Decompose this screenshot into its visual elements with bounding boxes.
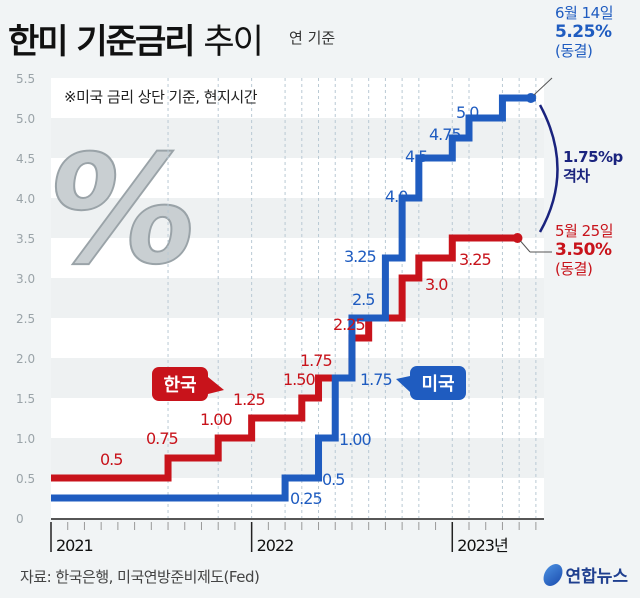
y-tick-label: 3.0 bbox=[16, 272, 35, 286]
y-tick-label: 5.0 bbox=[16, 112, 35, 126]
us-data-label: 0.25 bbox=[290, 489, 322, 508]
y-tick-label: 3.5 bbox=[16, 232, 35, 246]
grid-band bbox=[51, 198, 544, 238]
x-tick-label: 2023년 bbox=[457, 536, 508, 555]
us-annotation: 6월 14일 5.25% (동결) bbox=[555, 4, 614, 61]
grid-band bbox=[51, 158, 544, 198]
us-rate-line bbox=[51, 94, 536, 502]
gap-arc bbox=[538, 104, 559, 233]
korea-data-label: 3.0 bbox=[425, 275, 448, 294]
legend-us-pointer bbox=[396, 376, 410, 392]
korea-data-label: 0.75 bbox=[146, 429, 178, 448]
grid-band bbox=[51, 238, 544, 278]
us-data-label: 0.5 bbox=[322, 470, 344, 489]
korea-data-label: 3.25 bbox=[459, 250, 491, 269]
us-leader-line bbox=[533, 77, 553, 96]
y-tick-label: 2.0 bbox=[16, 352, 35, 366]
yonhap-logo: 연합뉴스 bbox=[541, 562, 628, 587]
us-data-label: 4.75 bbox=[429, 125, 461, 144]
us-rate: 5.25% bbox=[555, 22, 612, 42]
y-tick-label: 2.5 bbox=[16, 312, 35, 326]
us-status: (동결) bbox=[555, 42, 593, 60]
legend-us-label: 미국 bbox=[421, 374, 454, 395]
y-tick-label: 4.0 bbox=[16, 192, 35, 206]
legend-korea-label: 한국 bbox=[163, 375, 196, 396]
us-data-label: 5.0 bbox=[456, 103, 479, 122]
title-bold: 한미 기준금리 bbox=[8, 22, 196, 62]
grid-band bbox=[51, 438, 544, 478]
y-tick-label: 4.5 bbox=[16, 152, 35, 166]
grid-band bbox=[51, 318, 544, 358]
source-text: 자료: 한국은행, 미국연방준비제도(Fed) bbox=[20, 568, 260, 586]
korea-leader-line bbox=[520, 240, 531, 253]
legend-korea-pointer bbox=[208, 377, 224, 394]
korea-data-label: 1.50 bbox=[283, 370, 315, 389]
page-title: 한미 기준금리 추이 bbox=[8, 14, 264, 63]
grid-band bbox=[51, 278, 544, 318]
korea-data-label: 1.75 bbox=[300, 351, 332, 370]
subtitle: 연 기준 bbox=[289, 29, 336, 47]
y-tick-label: 0.5 bbox=[16, 472, 35, 486]
gap-annotation: 1.75%p 격차 bbox=[563, 148, 623, 186]
us-date: 6월 14일 bbox=[555, 4, 614, 22]
x-tick-label: 2021 bbox=[56, 536, 93, 555]
x-tick-label: 2022 bbox=[257, 536, 294, 555]
us-data-label: 4.5 bbox=[405, 147, 427, 166]
y-tick-label: 5.5 bbox=[16, 72, 35, 86]
logo-mark-icon bbox=[541, 563, 566, 586]
note-text: ※미국 금리 상단 기준, 현지시간 bbox=[64, 88, 258, 106]
logo-text: 연합뉴스 bbox=[565, 567, 628, 587]
kr-annotation: 5월 25일 3.50% (동결) bbox=[555, 222, 614, 279]
us-data-label: 1.00 bbox=[339, 430, 371, 449]
y-tick-label: 0 bbox=[16, 512, 24, 526]
note-box bbox=[51, 78, 544, 116]
percent-icon: % bbox=[35, 123, 210, 298]
us-data-label: 2.5 bbox=[352, 290, 374, 309]
us-data-label: 4.0 bbox=[385, 187, 408, 206]
korea-data-label: 1.00 bbox=[200, 410, 232, 429]
legend-us-bubble bbox=[410, 366, 466, 400]
y-tick-label: 1.5 bbox=[16, 392, 35, 406]
us-data-label: 3.25 bbox=[344, 247, 376, 266]
legend-korea-bubble bbox=[152, 367, 208, 401]
kr-status: (동결) bbox=[555, 260, 593, 278]
korea-data-label: 1.25 bbox=[233, 390, 265, 409]
kr-rate: 3.50% bbox=[555, 240, 612, 260]
title-light: 추이 bbox=[203, 22, 264, 62]
kr-date: 5월 25일 bbox=[555, 222, 614, 240]
korea-endpoint-dot bbox=[512, 233, 523, 243]
us-data-label: 1.75 bbox=[360, 370, 392, 389]
us-endpoint-dot bbox=[525, 93, 536, 103]
y-tick-label: 1.0 bbox=[16, 432, 35, 446]
korea-data-label: 0.5 bbox=[100, 450, 122, 469]
gap-label: 격차 bbox=[563, 167, 590, 185]
gap-value: 1.75%p bbox=[563, 148, 623, 166]
korea-data-label: 2.25 bbox=[333, 315, 365, 334]
